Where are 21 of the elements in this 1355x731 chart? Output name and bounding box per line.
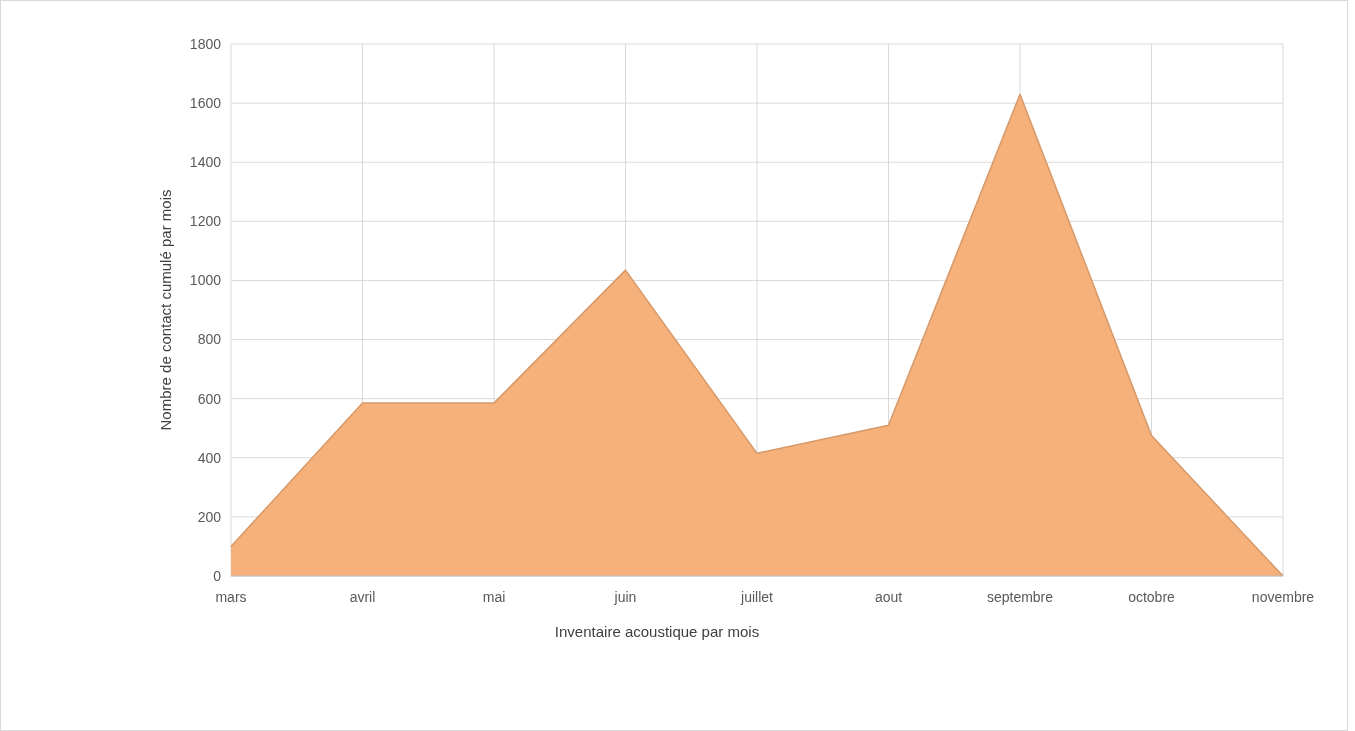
x-tick-label: juillet [740, 589, 774, 605]
x-tick-label: avril [349, 589, 376, 605]
x-tick-label: octobre [1128, 589, 1176, 605]
x-tick-label: aout [874, 589, 903, 605]
y-tick-label: 400 [197, 449, 222, 466]
y-tick-label: 1000 [189, 272, 222, 289]
y-tick-label: 600 [197, 390, 222, 407]
y-tick-label: 0 [213, 567, 222, 584]
x-tick-label: mai [482, 589, 506, 605]
y-tick-label: 1800 [189, 35, 222, 52]
x-tick-label: mars [215, 589, 247, 605]
x-tick-label: novembre [1251, 589, 1315, 605]
x-axis-title: Inventaire acoustique par mois [554, 623, 760, 640]
x-tick-label: juin [613, 589, 637, 605]
y-axis-title: Nombre de contact cumulé par mois [157, 189, 174, 431]
y-tick-label: 1600 [189, 95, 222, 112]
y-tick-label: 200 [197, 508, 222, 525]
y-tick-label: 1200 [189, 213, 222, 230]
y-tick-label: 1400 [189, 154, 222, 171]
y-tick-label: 800 [197, 331, 222, 348]
x-tick-label: septembre [986, 589, 1054, 605]
